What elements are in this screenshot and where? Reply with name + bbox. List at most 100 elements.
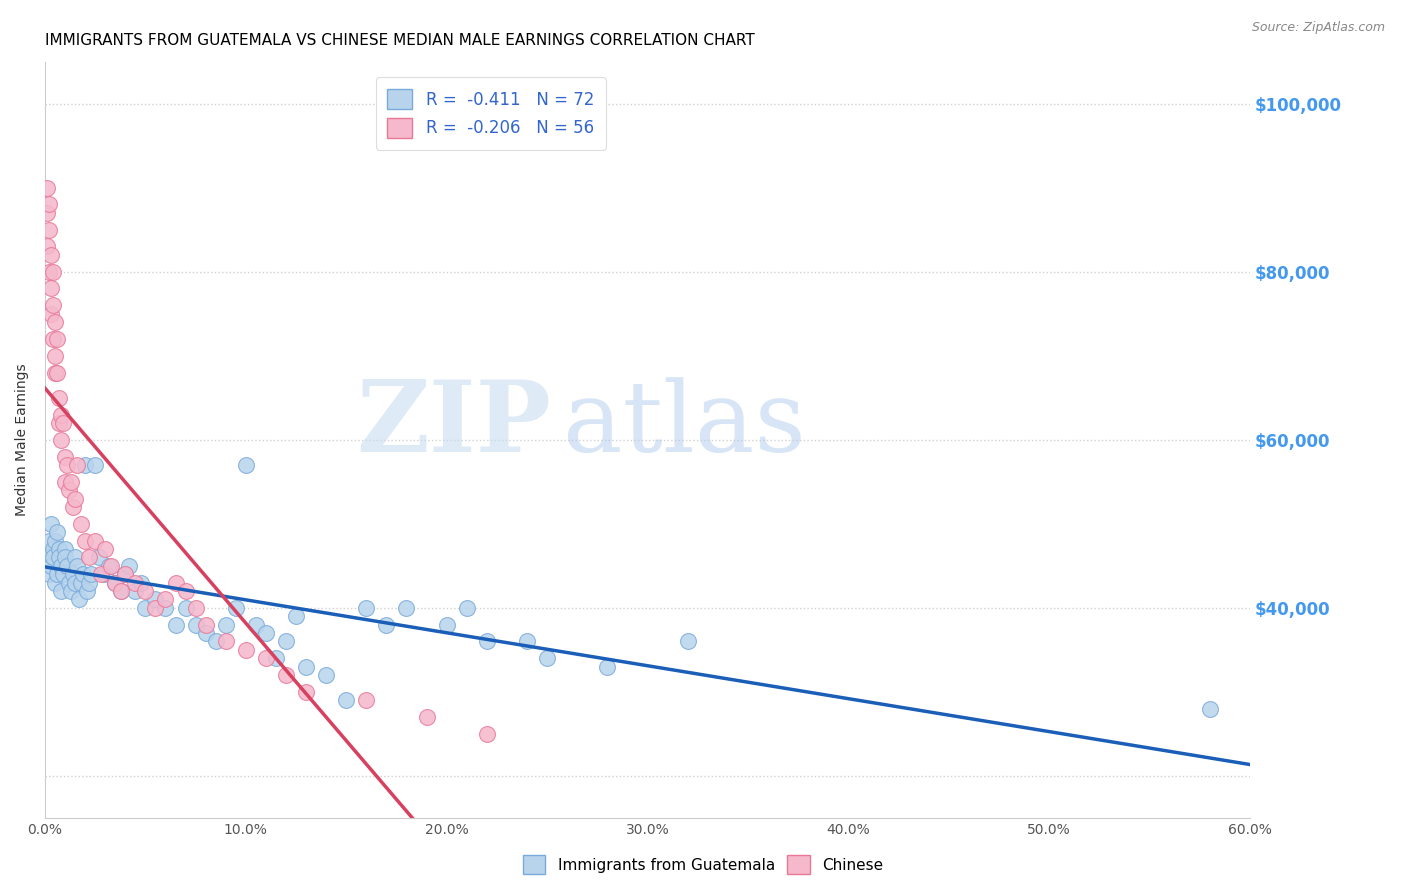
Point (516, 634, 538, 648)
Point (46, 332, 69, 346)
Point (60, 584, 83, 599)
Point (46, 366, 69, 380)
Point (134, 584, 156, 599)
Point (60, 475, 83, 489)
Point (53, 541, 76, 556)
Point (77, 575, 100, 590)
Point (76, 584, 98, 599)
Point (38, 533, 60, 548)
Point (44, 366, 66, 380)
Point (49, 433, 72, 447)
Point (35, 180, 58, 194)
Point (89, 550, 111, 565)
Point (274, 668, 297, 682)
Point (155, 600, 177, 615)
Point (58, 483, 80, 498)
Point (436, 617, 458, 632)
Point (114, 567, 136, 582)
Point (204, 634, 226, 648)
Point (39, 516, 62, 531)
Point (38, 222, 60, 236)
Point (456, 600, 478, 615)
Point (46, 525, 69, 540)
Point (56, 558, 79, 573)
Point (90, 567, 112, 582)
Point (38, 567, 60, 582)
Point (131, 575, 153, 590)
Point (194, 617, 217, 632)
Point (53, 475, 76, 489)
Point (124, 575, 146, 590)
Point (225, 600, 247, 615)
Point (114, 567, 136, 582)
Point (49, 408, 72, 422)
Point (335, 693, 357, 707)
Point (48, 391, 70, 405)
Legend: Immigrants from Guatemala, Chinese: Immigrants from Guatemala, Chinese (516, 849, 890, 880)
Point (155, 592, 177, 607)
Point (35, 550, 58, 565)
Point (184, 617, 207, 632)
Point (52, 567, 75, 582)
Point (70, 575, 93, 590)
Point (70, 516, 93, 531)
Point (48, 416, 70, 430)
Point (215, 617, 238, 632)
Point (475, 727, 498, 741)
Point (285, 609, 308, 624)
Point (49, 584, 72, 599)
Point (356, 693, 378, 707)
Point (174, 600, 197, 615)
Point (104, 575, 127, 590)
Point (44, 533, 66, 548)
Point (145, 592, 167, 607)
Point (62, 567, 84, 582)
Point (165, 617, 187, 632)
Point (39, 281, 62, 295)
Point (1198, 702, 1220, 716)
Point (39, 248, 62, 262)
Point (66, 458, 89, 472)
Point (53, 550, 76, 565)
Point (75, 533, 97, 548)
Point (375, 617, 398, 632)
Point (395, 600, 418, 615)
Point (98, 558, 121, 573)
Point (72, 567, 94, 582)
Point (315, 668, 337, 682)
Point (39, 558, 62, 573)
Point (295, 685, 318, 699)
Point (174, 584, 197, 599)
Text: atlas: atlas (564, 376, 806, 473)
Point (145, 600, 167, 615)
Point (254, 651, 277, 665)
Point (94, 567, 117, 582)
Point (48, 550, 70, 565)
Y-axis label: Median Male Earnings: Median Male Earnings (15, 363, 30, 516)
Point (134, 600, 156, 615)
Point (38, 265, 60, 279)
Point (39, 307, 62, 321)
Point (38, 197, 60, 211)
Point (67, 592, 90, 607)
Point (35, 206, 58, 220)
Point (62, 500, 84, 514)
Point (100, 558, 122, 573)
Point (42, 550, 65, 565)
Point (264, 651, 287, 665)
Point (94, 541, 117, 556)
Point (676, 634, 699, 648)
Point (56, 458, 79, 472)
Text: Source: ZipAtlas.com: Source: ZipAtlas.com (1251, 21, 1385, 35)
Point (536, 651, 558, 665)
Point (475, 634, 498, 648)
Point (44, 349, 66, 363)
Point (415, 710, 437, 724)
Point (596, 659, 619, 673)
Point (104, 575, 127, 590)
Text: IMMIGRANTS FROM GUATEMALA VS CHINESE MEDIAN MALE EARNINGS CORRELATION CHART: IMMIGRANTS FROM GUATEMALA VS CHINESE MED… (45, 33, 755, 48)
Point (46, 567, 69, 582)
Point (44, 575, 66, 590)
Point (48, 541, 70, 556)
Point (194, 626, 217, 640)
